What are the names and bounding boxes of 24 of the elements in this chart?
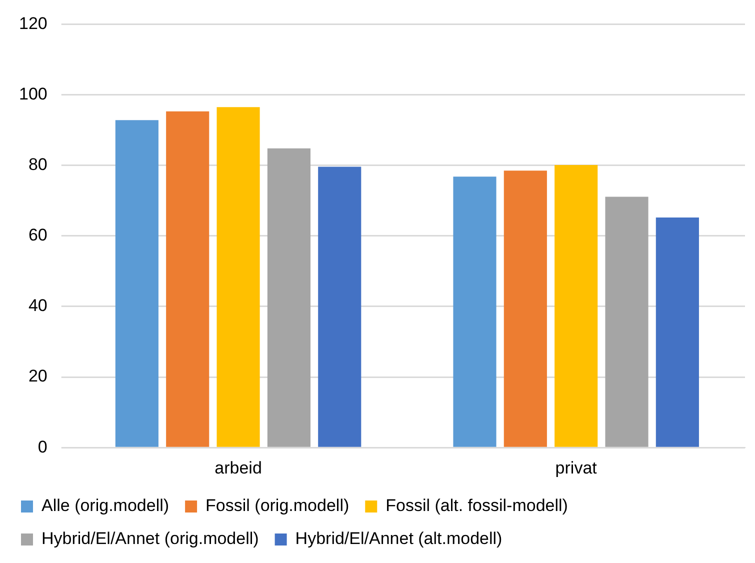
bar — [115, 120, 158, 447]
x-tick-label: arbeid — [214, 458, 262, 478]
y-tick-label: 0 — [38, 437, 48, 456]
bar — [504, 170, 547, 447]
bar — [216, 107, 260, 447]
legend-label: Fossil (orig.modell) — [206, 496, 350, 516]
bar — [166, 111, 210, 447]
bar — [656, 218, 699, 447]
bar — [453, 176, 496, 447]
x-tick-label: privat — [555, 458, 598, 478]
legend-label: Fossil (alt. fossil-modell) — [386, 496, 568, 516]
legend-label: Hybrid/El/Annet (orig.modell) — [42, 529, 259, 548]
legend-label: Hybrid/El/Annet (alt.modell) — [295, 529, 502, 548]
y-tick-label: 120 — [18, 14, 48, 33]
bar — [267, 148, 310, 447]
y-tick-label: 40 — [28, 296, 48, 316]
legend-label: Alle (orig.modell) — [42, 496, 170, 516]
y-tick-label: 100 — [18, 84, 48, 104]
y-tick-label: 80 — [28, 155, 48, 174]
bar — [605, 196, 648, 447]
y-tick-label: 60 — [28, 226, 48, 245]
bar — [554, 164, 598, 447]
bar — [318, 166, 362, 447]
y-tick-label: 20 — [28, 366, 48, 386]
